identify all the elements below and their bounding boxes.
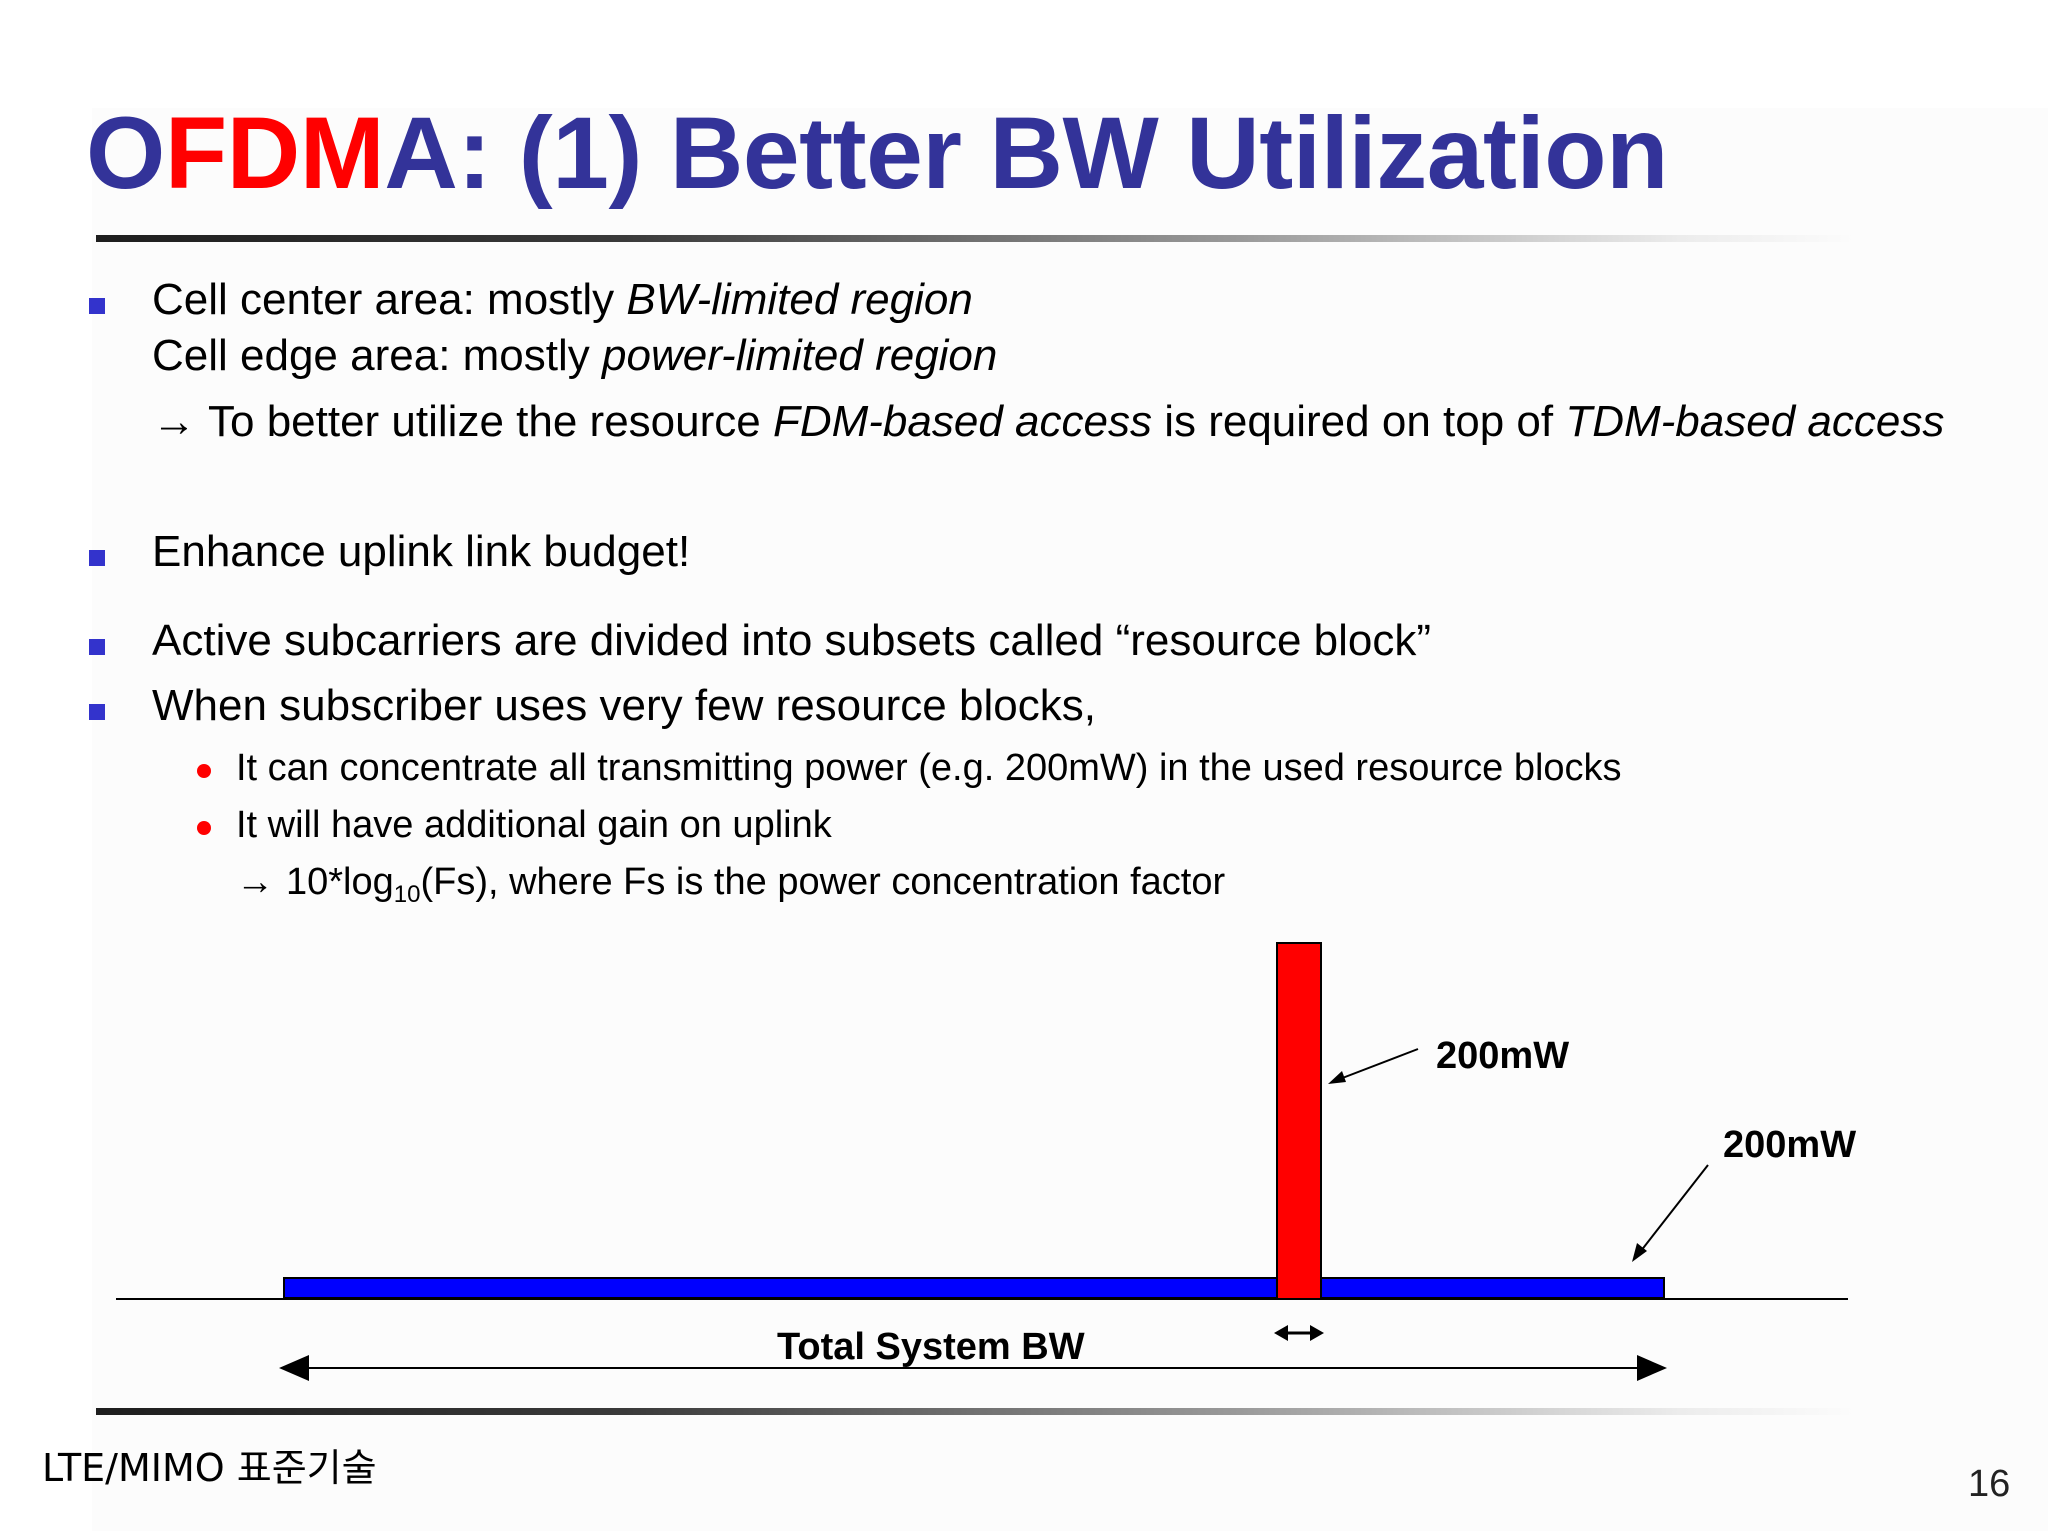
- title-divider: [96, 235, 1856, 242]
- bullet-3: Active subcarriers are divided into subs…: [152, 616, 1432, 665]
- peak-pointer-arrow: [1331, 1048, 1419, 1083]
- sub-bullet-1: It can concentrate all transmitting powe…: [236, 747, 1622, 789]
- arrow-left-icon: [1274, 1325, 1288, 1341]
- page-number: 16: [1968, 1463, 2011, 1505]
- gain-formula: → 10*log10(Fs), where Fs is the power con…: [236, 861, 1226, 908]
- title-rest: A: (1) Better BW Utilization: [384, 96, 1668, 210]
- bullet-4: When subscriber uses very few resource b…: [152, 681, 1096, 730]
- concentrated-power-bar: [1276, 942, 1322, 1300]
- sub-bullet-2: It will have additional gain on uplink: [236, 804, 832, 846]
- slide-title: OFDMA: (1) Better BW Utilization: [86, 95, 1668, 212]
- bullet-marker: [89, 704, 105, 720]
- title-prefix: O: [86, 96, 165, 210]
- total-bw-label: Total System BW: [777, 1326, 1085, 1368]
- bullet-2: Enhance uplink link budget!: [152, 527, 691, 576]
- bullet-marker: [89, 550, 105, 566]
- sub-bullet-marker: [197, 821, 211, 835]
- arrowhead-icon: [1328, 1071, 1346, 1084]
- bullet-1-line-3: → To better utilize the resource FDM-base…: [152, 397, 1945, 446]
- bullet-marker: [89, 298, 105, 314]
- arrow-left-icon: [279, 1355, 309, 1381]
- flat-power-label: 200mW: [1723, 1124, 1856, 1166]
- title-accent: FDM: [164, 96, 385, 210]
- right-arrow-icon: →: [152, 397, 196, 446]
- flat-pointer-arrow: [1636, 1164, 1709, 1257]
- bullet-1-line-2: Cell edge area: mostly power-limited reg…: [152, 331, 998, 380]
- bullet-1-line-1: Cell center area: mostly BW-limited regi…: [152, 275, 973, 324]
- sub-bullet-marker: [197, 764, 211, 778]
- arrow-right-icon: [1637, 1355, 1667, 1381]
- arrowhead-icon: [1632, 1243, 1647, 1262]
- right-arrow-icon: →: [236, 861, 274, 903]
- footer-divider: [96, 1408, 1856, 1415]
- flat-power-bar: [283, 1277, 1665, 1299]
- arrow-right-icon: [1310, 1325, 1324, 1341]
- bullet-marker: [89, 639, 105, 655]
- peak-power-label: 200mW: [1436, 1035, 1569, 1077]
- footer-course-title: LTE/MIMO 표준기술: [42, 1446, 377, 1490]
